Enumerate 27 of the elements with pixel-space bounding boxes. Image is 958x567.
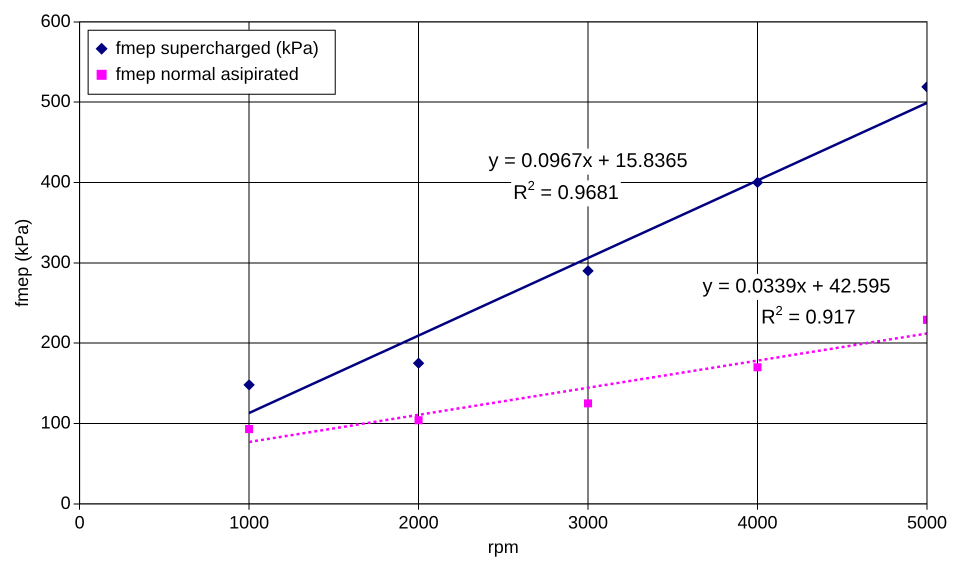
y-tick-label: 200 — [40, 332, 71, 352]
point — [582, 265, 594, 276]
point — [584, 399, 592, 408]
x-tick-label: 1000 — [229, 512, 270, 533]
point — [245, 425, 254, 434]
y-tick-label: 300 — [40, 252, 71, 272]
point — [413, 358, 424, 369]
point — [414, 416, 423, 424]
legend-label: fmep supercharged (kPa) — [116, 38, 319, 58]
x-tick-label: 2000 — [398, 512, 439, 533]
x-tick-label: 5000 — [906, 512, 947, 533]
x-axis-title: rpm — [488, 537, 519, 558]
point — [244, 379, 255, 390]
y-tick-label: 400 — [40, 171, 71, 192]
legend-label: fmep normal asipirated — [116, 64, 299, 84]
point — [753, 363, 762, 372]
annotation: y = 0.0967x + 15.8365 — [488, 150, 688, 172]
y-tick-label: 600 — [40, 10, 71, 31]
x-tick-label: 0 — [74, 512, 85, 533]
y-tick-label: 100 — [40, 412, 71, 432]
x-tick-label: 3000 — [568, 512, 608, 533]
y-tick-label: 500 — [40, 91, 71, 112]
point — [752, 176, 764, 188]
y-tick-label: 0 — [60, 492, 71, 513]
y-axis-title: fmep (kPa) — [12, 218, 32, 307]
annotation: y = 0.0339x + 42.595 — [702, 275, 890, 298]
x-tick-label: 4000 — [737, 512, 778, 533]
